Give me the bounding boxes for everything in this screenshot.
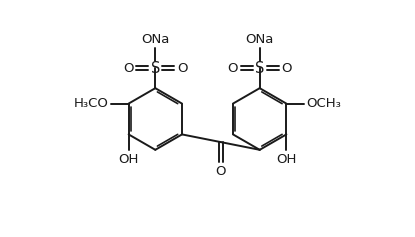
Text: O: O	[216, 165, 226, 178]
Text: O: O	[281, 62, 292, 75]
Text: OH: OH	[276, 153, 297, 166]
Text: O: O	[123, 62, 134, 75]
Text: OCH₃: OCH₃	[306, 97, 341, 110]
Text: S: S	[255, 61, 264, 76]
Text: ONa: ONa	[246, 33, 274, 46]
Text: O: O	[227, 62, 238, 75]
Text: ONa: ONa	[141, 33, 169, 46]
Text: S: S	[151, 61, 160, 76]
Text: O: O	[177, 62, 188, 75]
Text: H₃CO: H₃CO	[74, 97, 109, 110]
Text: OH: OH	[118, 153, 139, 166]
